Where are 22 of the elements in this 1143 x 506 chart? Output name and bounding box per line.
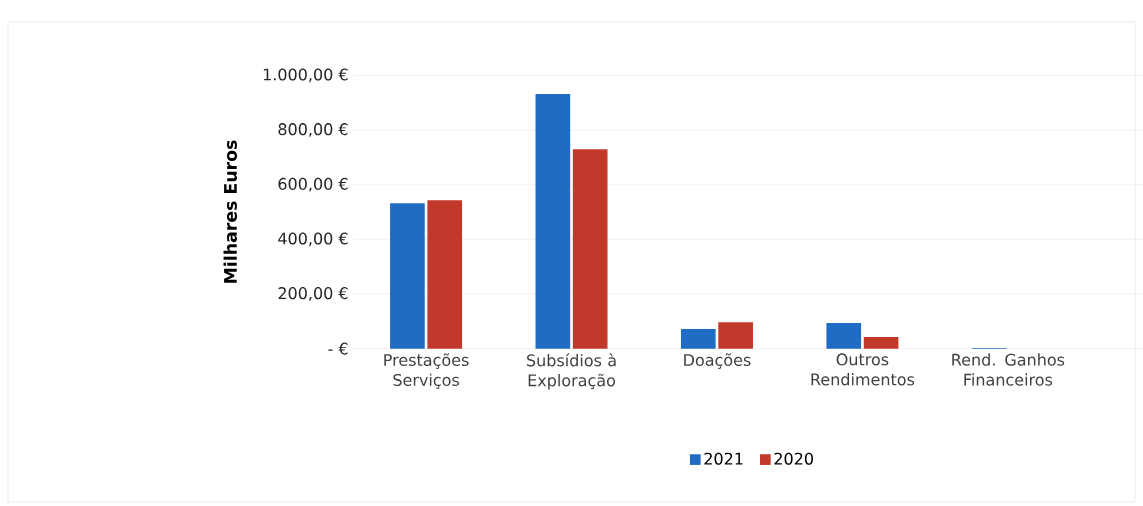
- y-tick-label: - €: [328, 342, 348, 355]
- y-axis-title: Milhares Euros: [223, 140, 237, 283]
- bar: [427, 200, 463, 349]
- y-tick-label: 600,00 €: [278, 177, 348, 192]
- x-tick-label: Subsídios à Exploração: [527, 353, 616, 390]
- x-tick-label: Doações: [684, 353, 751, 369]
- x-tick-label: Outros Rendimentos: [811, 353, 915, 386]
- bar: [390, 203, 425, 349]
- bar: [572, 149, 608, 349]
- y-tick-label: 400,00 €: [278, 232, 348, 247]
- bar: [535, 93, 571, 349]
- y-tick-label: 1.000,00 €: [263, 68, 348, 83]
- y-tick-label: 800,00 €: [278, 123, 348, 137]
- bar: [826, 322, 862, 349]
- bar: [680, 328, 716, 349]
- x-tick-label: Prestações Serviços: [384, 353, 469, 389]
- legend-label: 2021: [704, 452, 743, 465]
- bar: [718, 322, 753, 349]
- bar: [863, 336, 899, 349]
- y-tick-label: 200,00 €: [278, 287, 348, 301]
- x-tick-label: Rend. Ganhos Financeiros: [952, 353, 1065, 386]
- legend-label: 2020: [774, 452, 813, 465]
